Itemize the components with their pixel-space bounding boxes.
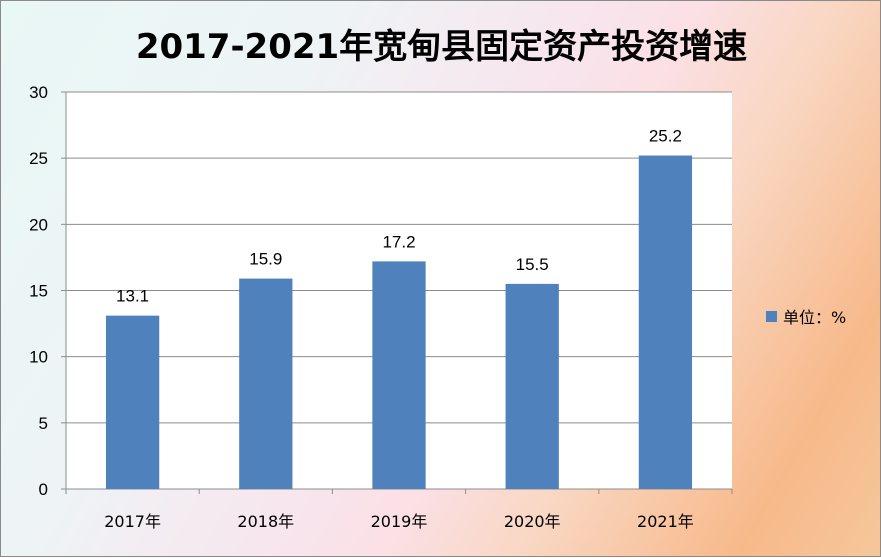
y-tick-label: 15: [29, 282, 48, 301]
data-label: 17.2: [382, 232, 415, 251]
x-tick-label: 2018年: [237, 512, 294, 531]
y-tick-label: 20: [29, 215, 48, 234]
bars: [105, 155, 693, 489]
y-tick-label: 30: [29, 83, 48, 102]
y-tick-label: 10: [29, 348, 48, 367]
data-label: 25.2: [649, 127, 682, 146]
x-tick-label: 2021年: [637, 512, 694, 531]
data-label: 15.9: [249, 250, 282, 269]
bar: [638, 155, 693, 489]
data-label: 13.1: [116, 287, 149, 306]
x-tick-labels: 2017年 2018年 2019年 2020年 2021年: [104, 512, 694, 531]
chart-title: 2017-2021年宽甸县固定资产投资增速: [135, 27, 748, 67]
data-labels: 13.1 15.9 17.2 15.5 25.2: [116, 127, 682, 306]
legend-label: 单位：%: [783, 308, 847, 327]
bar: [505, 283, 559, 489]
bar: [239, 278, 293, 489]
data-label: 15.5: [516, 255, 549, 274]
x-tick-label: 2019年: [371, 512, 428, 531]
bar: [372, 261, 426, 489]
y-tick-label: 0: [39, 480, 48, 499]
x-tick-label: 2017年: [104, 512, 161, 531]
y-tick-label: 5: [39, 414, 48, 433]
bar: [105, 315, 160, 489]
x-tick-label: 2020年: [504, 512, 561, 531]
legend-swatch: [766, 310, 777, 322]
y-tick-labels: 0 5 10 15 20 25 30: [29, 83, 48, 499]
y-tick-label: 25: [29, 149, 48, 168]
legend: 单位：%: [766, 304, 846, 328]
